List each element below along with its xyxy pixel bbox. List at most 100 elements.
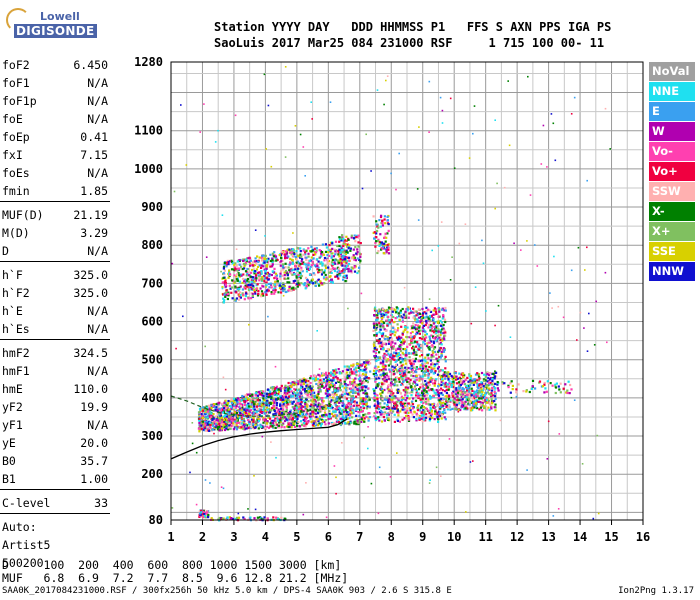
echo-point xyxy=(354,395,358,398)
echo-point xyxy=(453,401,456,404)
param-value: 324.5 xyxy=(73,346,108,360)
echo-point xyxy=(315,249,318,252)
echo-point xyxy=(428,419,431,422)
echo-point xyxy=(220,423,224,426)
echo-point xyxy=(437,320,440,323)
echo-point xyxy=(476,373,479,376)
echo-point xyxy=(252,284,255,287)
echo-point xyxy=(290,423,293,427)
echo-point xyxy=(255,405,258,408)
echo-point xyxy=(338,386,341,389)
echo-point xyxy=(389,359,392,363)
echo-point xyxy=(248,405,251,408)
echo-point xyxy=(380,320,383,323)
echo-point xyxy=(378,331,381,334)
echo-point xyxy=(410,390,413,393)
echo-point xyxy=(440,343,443,346)
echo-point xyxy=(350,396,353,399)
echo-point xyxy=(465,391,468,394)
echo-point xyxy=(331,373,334,376)
echo-point xyxy=(262,399,266,402)
echo-point xyxy=(374,403,377,406)
echo-point xyxy=(397,388,400,391)
echo-point xyxy=(337,414,340,417)
echo-point xyxy=(321,271,324,274)
param-key: yF1 xyxy=(2,418,23,432)
echo-point xyxy=(271,425,274,428)
echo-point xyxy=(383,406,386,409)
echo-point xyxy=(306,403,309,406)
echo-point xyxy=(387,342,390,345)
echo-point xyxy=(376,394,379,397)
echo-point xyxy=(448,381,451,385)
echo-point xyxy=(317,271,320,274)
echo-point xyxy=(261,255,264,258)
echo-point xyxy=(281,387,284,390)
echo-point xyxy=(320,252,323,255)
echo-point xyxy=(233,281,236,284)
param-key: foEs xyxy=(2,166,30,180)
echo-point xyxy=(210,407,213,410)
echo-point xyxy=(317,403,320,407)
echo-point xyxy=(349,383,352,386)
echo-point xyxy=(410,352,413,355)
echo-point xyxy=(309,405,312,408)
echo-point xyxy=(289,257,292,260)
echo-point xyxy=(426,354,429,357)
echo-point xyxy=(263,407,266,410)
echo-point xyxy=(375,369,378,372)
echo-point xyxy=(300,383,303,386)
echo-point xyxy=(426,381,429,385)
echo-point xyxy=(362,405,365,408)
echo-point xyxy=(305,278,309,281)
echo-point xyxy=(349,414,352,417)
echo-point xyxy=(277,426,280,429)
echo-point xyxy=(313,404,316,407)
echo-point xyxy=(235,278,238,281)
echo-point xyxy=(334,253,337,256)
echo-point xyxy=(352,386,355,389)
echo-point xyxy=(351,389,354,392)
echo-point xyxy=(211,417,214,420)
echo-point xyxy=(418,355,422,358)
echo-point xyxy=(279,419,282,422)
echo-point xyxy=(266,388,270,391)
echo-point xyxy=(338,272,341,276)
echo-point xyxy=(399,410,402,413)
echo-point xyxy=(222,272,225,275)
echo-point xyxy=(243,413,246,416)
echo-point xyxy=(324,278,327,281)
echo-point xyxy=(407,386,410,389)
echo-point xyxy=(419,320,422,323)
param-value: 35.7 xyxy=(80,454,108,468)
echo-point xyxy=(266,276,269,279)
echo-point xyxy=(256,260,259,263)
echo-point xyxy=(255,277,258,280)
echo-point xyxy=(275,259,278,262)
echo-point xyxy=(337,379,340,382)
echo-point xyxy=(310,256,313,259)
echo-point xyxy=(423,337,426,340)
echo-point xyxy=(244,261,247,264)
echo-point xyxy=(337,249,340,252)
echo-point xyxy=(311,262,315,266)
echo-point xyxy=(309,415,312,418)
echo-point xyxy=(238,259,241,262)
echo-point xyxy=(301,385,304,388)
echo-point xyxy=(235,422,239,425)
echo-point xyxy=(234,267,237,270)
echo-point xyxy=(297,414,300,417)
echo-point xyxy=(252,270,255,273)
echo-point xyxy=(217,425,221,428)
echo-point xyxy=(227,417,230,420)
echo-point xyxy=(442,329,445,332)
echo-point xyxy=(244,394,247,397)
echo-point xyxy=(471,408,474,412)
echo-point xyxy=(431,345,434,348)
echo-point xyxy=(429,403,432,406)
echo-point xyxy=(431,388,434,391)
echo-point xyxy=(305,284,308,287)
echo-point xyxy=(435,312,438,315)
echo-point xyxy=(378,405,381,409)
echo-point xyxy=(358,421,361,424)
